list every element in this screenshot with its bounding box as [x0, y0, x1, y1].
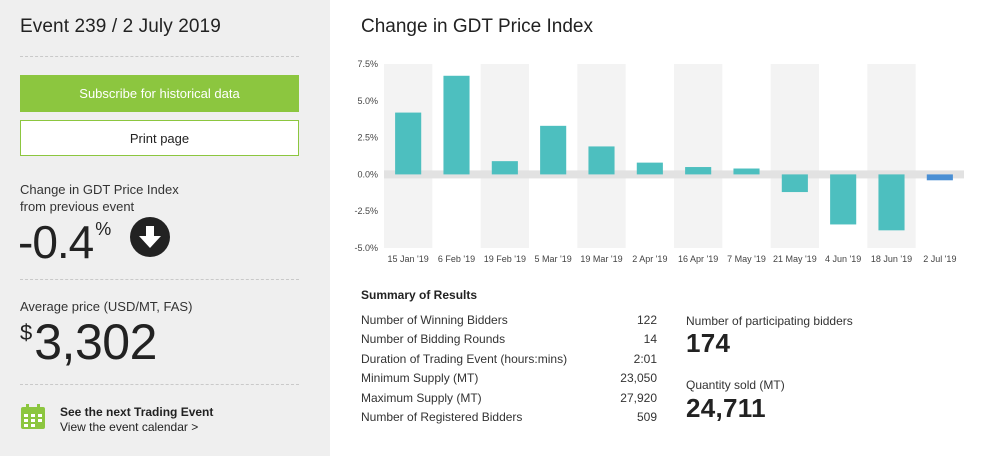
summary-row-label: Number of Bidding Rounds [361, 332, 506, 347]
summary-row-label: Maximum Supply (MT) [361, 390, 482, 405]
avg-price-label: Average price (USD/MT, FAS) [20, 299, 193, 314]
summary-row: Number of Winning Bidders 122 [361, 313, 657, 332]
bar-5-mar-19 [540, 125, 567, 175]
print-page-button[interactable]: Print page [20, 120, 299, 156]
event-title: Event 239 / 2 July 2019 [20, 16, 221, 37]
participating-bidders-value: 174 [686, 328, 731, 358]
bar-18-jun-19 [878, 174, 905, 231]
x-tick-label: 15 Jan '19 [388, 254, 429, 264]
change-value: -0.4 [18, 216, 94, 268]
summary-row-label: Minimum Supply (MT) [361, 371, 479, 386]
zero-band [384, 170, 964, 179]
bar-19-feb-19 [491, 161, 518, 175]
x-tick-label: 19 Feb '19 [484, 254, 526, 264]
avg-price-group: $ 3,302 [20, 314, 157, 370]
subscribe-button[interactable]: Subscribe for historical data [20, 75, 299, 112]
avg-price-currency: $ [20, 320, 33, 345]
y-tick-label: 5.0% [357, 96, 378, 106]
divider [20, 384, 299, 385]
summary-row-value: 122 [636, 313, 657, 327]
bar-7-may-19 [733, 168, 760, 175]
x-tick-label: 16 Apr '19 [678, 254, 718, 264]
summary-row-label: Duration of Trading Event (hours:mins) [361, 351, 568, 366]
x-tick-label: 6 Feb '19 [438, 254, 475, 264]
summary-title: Summary of Results [361, 288, 478, 302]
next-event-title[interactable]: See the next Trading Event [60, 405, 214, 419]
plot-band [480, 64, 529, 248]
change-value-group: -0.4 % [18, 217, 111, 267]
change-label-line2: from previous event [20, 199, 135, 214]
y-tick-label: 0.0% [357, 169, 378, 179]
summary-row: Number of Registered Bidders 509 [361, 410, 657, 429]
participating-bidders-label: Number of participating bidders [686, 314, 853, 328]
summary-row-value: 2:01 [633, 351, 657, 366]
summary-row: Number of Bidding Rounds 14 [361, 332, 657, 351]
chart-title: Change in GDT Price Index [361, 16, 593, 37]
divider [20, 56, 299, 57]
gdt-change-bar-chart: 7.5% 5.0% 2.5% 0.0% -2.5% -5.0% 15 Jan '19 6 Fe… [354, 59, 964, 264]
plot-band [674, 64, 723, 248]
plot-band [770, 64, 819, 248]
x-tick-label: 19 Mar '19 [580, 254, 622, 264]
bar-2-jul-19 [926, 174, 953, 181]
bar-15-jan-19 [395, 112, 422, 175]
summary-row-value: 27,920 [620, 390, 657, 405]
summary-row: Duration of Trading Event (hours:mins) 2:… [361, 352, 657, 371]
bar-16-apr-19 [685, 167, 712, 175]
bar-21-may-19 [781, 174, 808, 193]
x-tick-label: 7 May '19 [727, 254, 766, 264]
x-tick-label: 2 Jul '19 [923, 254, 956, 264]
event-calendar-link[interactable]: View the event calendar > [60, 420, 199, 434]
summary-row: Minimum Supply (MT) 23,050 [361, 371, 657, 390]
change-label-line1: Change in GDT Price Index [20, 182, 179, 197]
y-tick-label: -2.5% [354, 206, 378, 216]
change-unit: % [95, 219, 112, 239]
divider [20, 279, 299, 280]
summary-row-label: Number of Registered Bidders [361, 410, 523, 424]
quantity-sold-label: Quantity sold (MT) [686, 378, 785, 392]
summary-row-value: 509 [636, 410, 657, 424]
sidebar: Event 239 / 2 July 2019 Subscribe for hi… [0, 0, 330, 456]
bar-2-apr-19 [636, 162, 663, 175]
x-tick-label: 21 May '19 [773, 254, 817, 264]
summary-row-label: Number of Winning Bidders [361, 313, 508, 327]
bar-6-feb-19 [443, 75, 470, 175]
calendar-icon[interactable] [20, 404, 46, 430]
avg-price-value: 3,302 [34, 314, 157, 370]
bar-4-jun-19 [830, 174, 857, 225]
x-tick-label: 4 Jun '19 [825, 254, 861, 264]
y-tick-label: 7.5% [357, 59, 378, 69]
x-tick-label: 18 Jun '19 [871, 254, 912, 264]
quantity-sold-value: 24,711 [686, 393, 766, 423]
summary-row-value: 23,050 [620, 371, 657, 386]
bar-19-mar-19 [588, 146, 615, 175]
x-tick-label: 5 Mar '19 [535, 254, 572, 264]
summary-row-value: 14 [643, 332, 657, 347]
y-tick-label: -5.0% [354, 243, 378, 253]
summary-row: Maximum Supply (MT) 27,920 [361, 391, 657, 410]
arrow-down-icon [130, 217, 170, 257]
x-tick-label: 2 Apr '19 [632, 254, 667, 264]
y-tick-label: 2.5% [357, 133, 378, 143]
